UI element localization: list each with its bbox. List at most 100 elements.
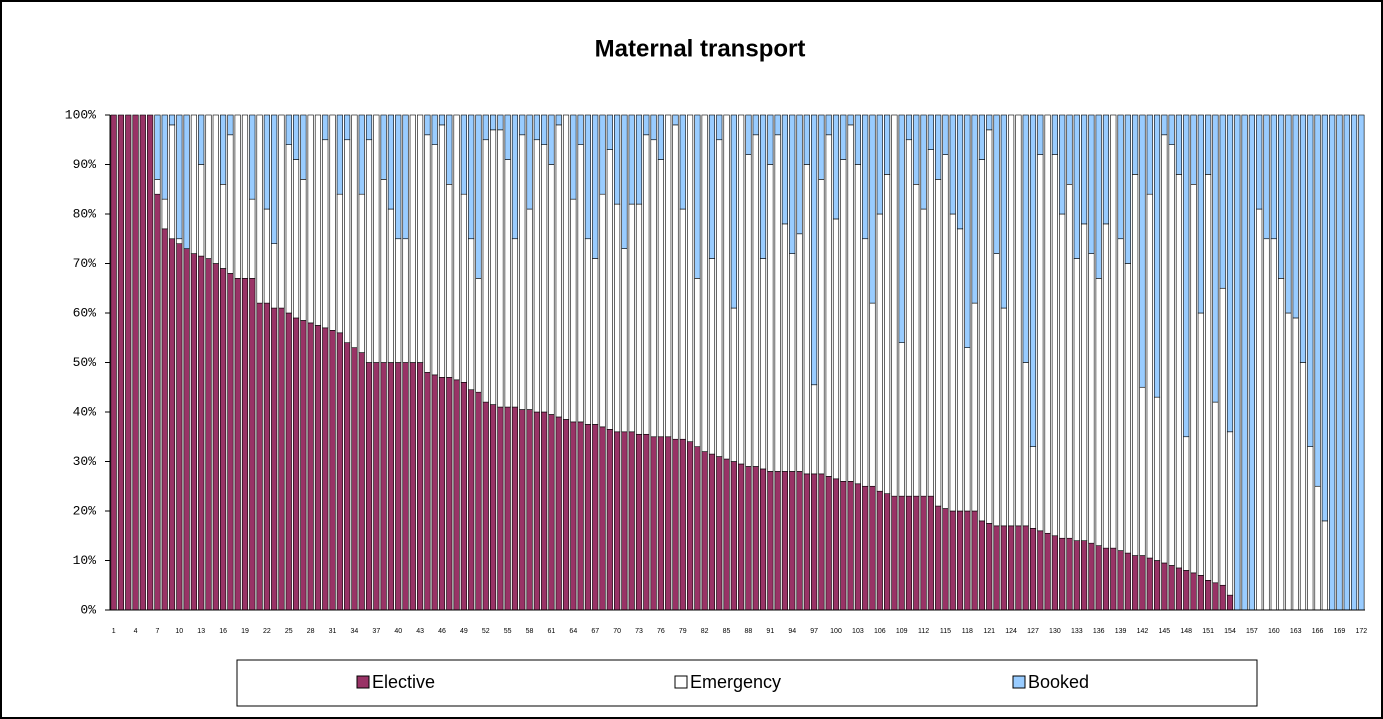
chart-title: Maternal transport [595, 35, 806, 62]
bar-segment [920, 208, 927, 497]
bar-segment [949, 213, 956, 512]
x-tick-label: 19 [241, 628, 249, 635]
bar-segment [920, 495, 927, 611]
bar-segment [964, 510, 971, 611]
bar-segment [781, 223, 789, 472]
bar-segment [599, 114, 606, 195]
bar-segment [548, 414, 555, 611]
bar-segment [643, 433, 650, 611]
bar-segment [453, 114, 460, 381]
bar-segment [1117, 114, 1124, 240]
bar-segment [650, 436, 657, 611]
bar-segment [424, 372, 431, 611]
bar-segment [752, 466, 759, 611]
bar-segment [738, 463, 745, 611]
bar-segment [708, 258, 716, 455]
x-tick-label: 139 [1115, 628, 1127, 635]
bar-segment [438, 124, 446, 378]
bar-segment [351, 114, 358, 348]
bar-segment [1314, 114, 1321, 487]
bar-segment [271, 243, 278, 309]
bar-segment [971, 302, 978, 512]
bar-segment [803, 164, 810, 475]
bar-segment [1336, 114, 1343, 611]
bar-segment [1146, 193, 1153, 559]
bar-segment [402, 362, 409, 611]
bar-segment [1270, 238, 1277, 611]
bar-segment [679, 114, 686, 210]
x-tick-label: 28 [307, 628, 315, 635]
x-tick-label: 70 [613, 628, 621, 635]
bar-segment [489, 129, 497, 405]
bar-segment [373, 114, 380, 363]
bar-segment [621, 248, 628, 433]
bar-segment [1292, 317, 1299, 611]
bar-segment [635, 203, 643, 435]
bar-segment [336, 114, 343, 195]
bar-segment [818, 114, 825, 180]
bar-segment [1059, 537, 1066, 611]
x-tick-label: 121 [983, 628, 995, 635]
bar-segment [198, 164, 205, 257]
bar-segment [789, 253, 796, 472]
bar-segment [1051, 154, 1058, 537]
bar-segment [1000, 525, 1007, 611]
bar-segment [716, 139, 723, 457]
bar-segment [249, 198, 256, 279]
bar-segment [446, 377, 453, 611]
bar-segment [927, 495, 934, 611]
bar-segment [614, 203, 621, 433]
bar-segment [256, 114, 263, 304]
bar-segment [468, 238, 475, 391]
bar-segment [533, 114, 540, 141]
x-tick-label: 10 [175, 628, 183, 635]
bar-segment [701, 451, 708, 611]
bar-segment [694, 446, 701, 611]
bar-segment [606, 429, 613, 611]
x-tick-label: 166 [1312, 628, 1324, 635]
x-tick-label: 163 [1290, 628, 1302, 635]
bar-segment [1161, 114, 1168, 136]
bar-segment [665, 436, 672, 611]
bar-segment [672, 114, 679, 126]
bar-segment [577, 144, 584, 423]
bar-segment [723, 458, 730, 611]
x-tick-label: 85 [723, 628, 731, 635]
bar-segment [1314, 485, 1321, 611]
bar-segment [1037, 154, 1044, 532]
bar-segment [1292, 114, 1299, 319]
bar-segment [745, 466, 752, 611]
bar-segment [1248, 114, 1255, 611]
bar-segment [577, 421, 584, 611]
bar-segment [168, 124, 176, 240]
bar-segment [1029, 446, 1037, 529]
bar-segment [913, 114, 920, 185]
bar-segment [322, 114, 329, 141]
bar-segment [1022, 114, 1029, 363]
bar-segment [1139, 386, 1146, 556]
bar-segment [300, 320, 307, 611]
bar-segment [694, 114, 701, 279]
y-tick-label: 30% [73, 454, 97, 469]
bar-segment [541, 114, 548, 146]
x-tick-label: 124 [1005, 628, 1017, 635]
bar-segment [774, 134, 781, 472]
bar-segment [227, 114, 234, 136]
bar-segment [956, 510, 964, 611]
bar-segment [832, 114, 840, 220]
bar-segment [365, 362, 373, 611]
legend-item: Emergency [674, 672, 781, 692]
bar-segment [1226, 114, 1234, 433]
bar-segment [424, 114, 431, 136]
bar-segment [1358, 114, 1365, 611]
legend-swatch [356, 675, 370, 689]
x-tick-label: 157 [1246, 628, 1258, 635]
bar-segment [650, 139, 657, 438]
bar-segment [913, 184, 920, 497]
bar-segment [730, 461, 737, 611]
y-tick-label: 50% [73, 355, 97, 370]
bar-segment [1205, 174, 1212, 581]
bar-segment [584, 114, 591, 240]
bar-segment [876, 490, 883, 611]
